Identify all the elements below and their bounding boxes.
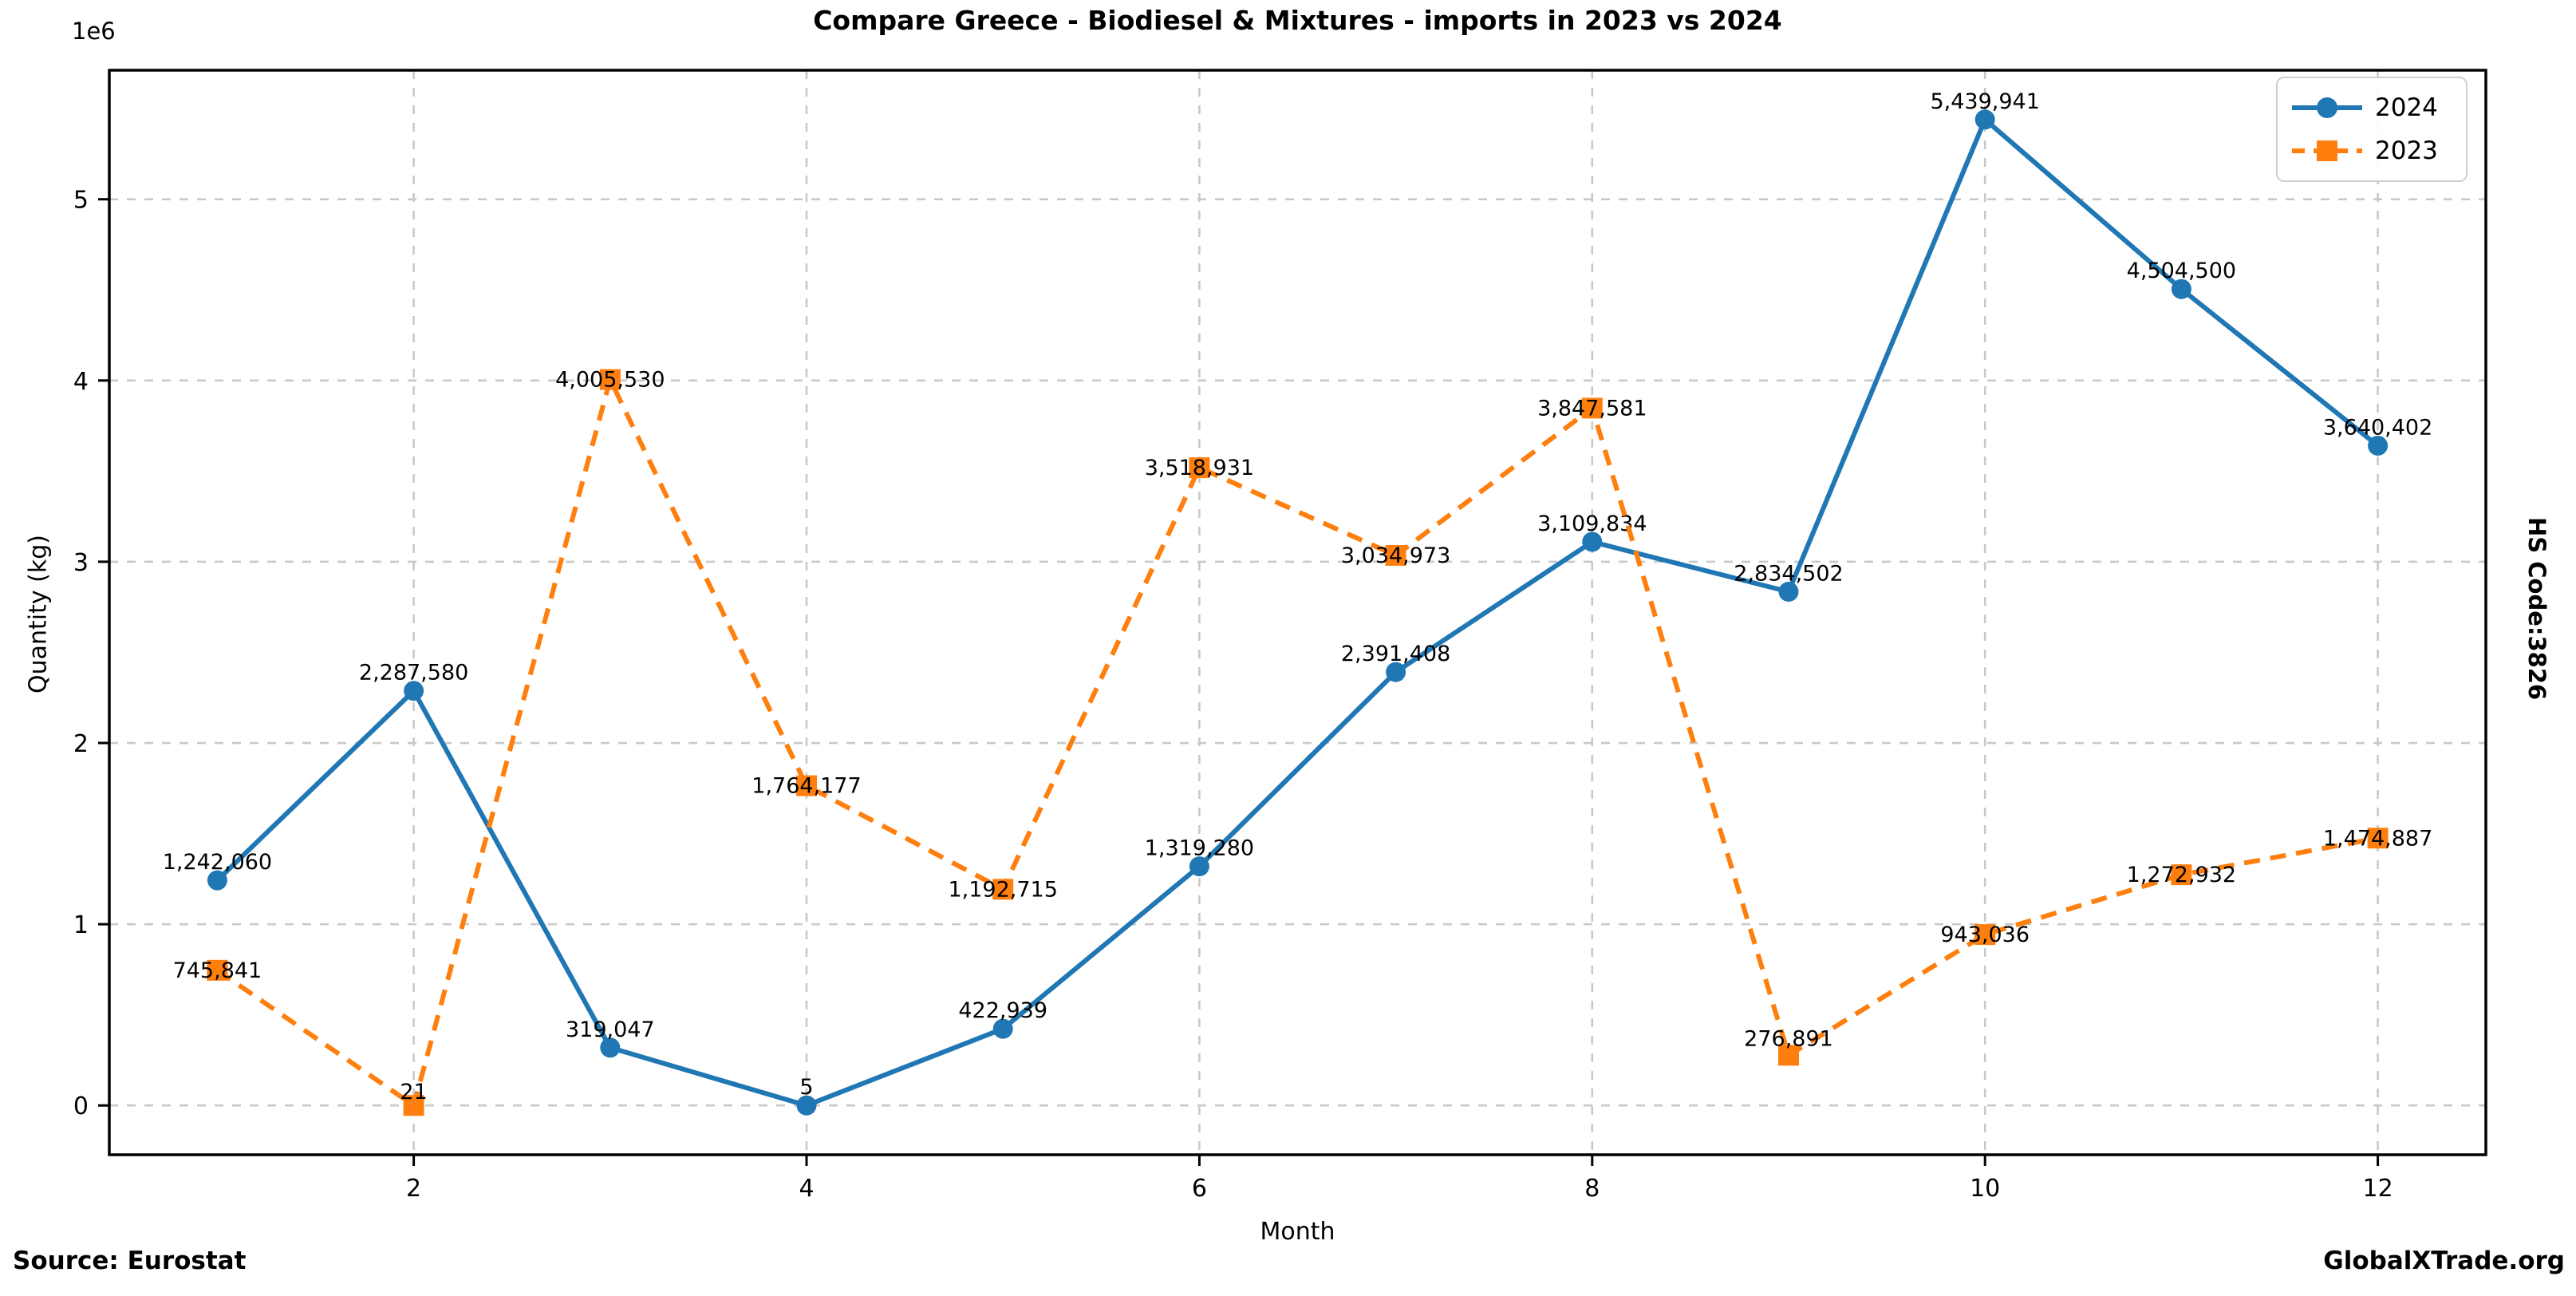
data-point-label-2024: 422,939 (958, 998, 1047, 1023)
x-tick-label: 6 (1192, 1175, 1207, 1203)
y-axis-label: Quantity (kg) (24, 535, 53, 693)
data-point-marker-2024 (796, 1095, 817, 1116)
data-point-label-2023: 3,518,931 (1145, 456, 1254, 480)
data-point-label-2023: 4,005,530 (555, 368, 665, 393)
x-tick-label: 12 (2362, 1175, 2393, 1203)
y-tick-label: 1 (73, 911, 89, 939)
data-point-label-2023: 745,841 (173, 958, 262, 983)
y-tick-label: 3 (73, 549, 89, 577)
legend-label-2024: 2024 (2375, 93, 2438, 122)
data-point-label-2023: 1,272,932 (2127, 863, 2236, 887)
brand-watermark: GlobalXTrade.org (2323, 1247, 2565, 1275)
data-point-marker-2024 (2368, 435, 2389, 456)
source-note: Source: Eurostat (13, 1247, 247, 1275)
legend: 2024 2023 (2276, 77, 2468, 182)
data-point-label-2024: 5 (799, 1075, 813, 1100)
data-point-marker-2023 (2171, 864, 2192, 886)
data-point-marker-2023 (1385, 544, 1406, 566)
x-tick-label: 4 (799, 1175, 814, 1203)
data-point-marker-2023 (599, 369, 621, 390)
data-point-label-2023: 1,474,887 (2323, 826, 2432, 851)
data-point-marker-2024 (404, 681, 424, 701)
data-point-marker-2023 (1189, 457, 1210, 479)
data-point-marker-2023 (1777, 1045, 1799, 1066)
y-tick-label: 0 (73, 1093, 89, 1120)
legend-item-2023: 2023 (2278, 137, 2466, 164)
x-tick-label: 10 (1970, 1175, 2000, 1203)
series-line-2024 (215, 117, 2380, 1108)
data-point-marker-2024 (992, 1018, 1013, 1039)
data-point-marker-2024 (1582, 531, 1603, 552)
data-point-label-2024: 2,391,408 (1341, 642, 1450, 666)
chart-title: Compare Greece - Biodiesel & Mixtures - … (813, 5, 1782, 36)
data-point-label-2023: 943,036 (1940, 923, 2030, 947)
data-point-marker-2023 (796, 775, 818, 796)
y-tick-label: 4 (73, 368, 89, 396)
y-tick-label: 2 (73, 730, 89, 758)
data-point-marker-2023 (207, 959, 228, 981)
data-point-marker-2023 (1581, 397, 1603, 419)
data-point-marker-2024 (207, 870, 227, 891)
data-point-label-2024: 1,242,060 (163, 850, 272, 875)
data-point-label-2023: 1,192,715 (948, 877, 1057, 902)
data-point-label-2024: 1,319,280 (1145, 836, 1254, 861)
data-point-marker-2023 (1974, 924, 1996, 946)
data-point-label-2023: 3,847,581 (1537, 396, 1647, 421)
data-point-label-2024: 2,287,580 (359, 661, 468, 686)
data-point-label-2024: 319,047 (566, 1017, 655, 1042)
legend-item-2024: 2024 (2278, 94, 2466, 121)
data-point-label-2024: 4,504,500 (2127, 259, 2236, 283)
legend-label-2023: 2023 (2375, 136, 2438, 165)
data-point-label-2024: 2,834,502 (1734, 561, 1843, 586)
data-point-marker-2023 (2367, 828, 2389, 849)
data-point-marker-2024 (1974, 109, 1995, 130)
data-point-label-2023: 3,034,973 (1341, 543, 1450, 568)
data-point-marker-2024 (2171, 279, 2191, 299)
data-point-label-2023: 276,891 (1744, 1026, 1833, 1051)
y-tick-label: 5 (73, 187, 89, 215)
y-axis-offset-text: 1e6 (72, 18, 116, 45)
x-axis-label: Month (1260, 1218, 1335, 1246)
legend-sample-2024-line-icon (2292, 97, 2362, 118)
data-point-marker-2024 (1189, 856, 1209, 877)
data-point-label-2024: 5,439,941 (1930, 89, 2039, 114)
series-line-2023 (215, 377, 2379, 1108)
x-tick-label: 8 (1584, 1175, 1600, 1203)
data-point-marker-2023 (403, 1095, 424, 1116)
hs-code-label: HS Code:3826 (2523, 517, 2550, 701)
data-point-label-2023: 1,764,177 (751, 774, 861, 799)
data-point-marker-2024 (1778, 581, 1799, 602)
axes-spine (108, 69, 2487, 1156)
data-point-label-2024: 3,640,402 (2323, 415, 2432, 440)
data-point-marker-2024 (1386, 662, 1406, 682)
data-point-label-2023: 21 (400, 1080, 427, 1104)
legend-sample-2023-line-icon (2292, 140, 2362, 161)
data-point-marker-2023 (992, 879, 1014, 900)
data-point-marker-2024 (600, 1037, 621, 1058)
x-tick-label: 2 (406, 1175, 421, 1203)
